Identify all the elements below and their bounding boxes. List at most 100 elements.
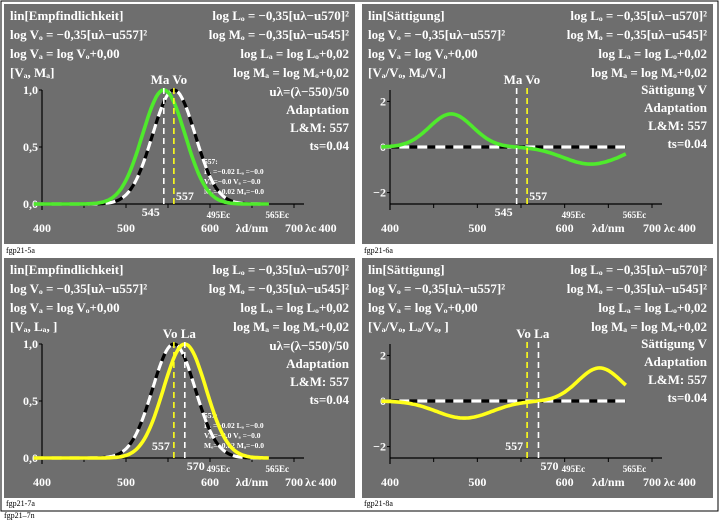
header-left-line: lin[Empfindlichkeit] (10, 8, 123, 23)
header-right-line: log Mₐ = log Mₒ+0,02 (591, 319, 707, 334)
y-tick-label: 1,0 (23, 337, 38, 351)
header-right-line: log Mₐ = log Mₒ+0,02 (233, 319, 349, 334)
header-right-line: log Lₒ = −0,35[uλ−u570]² (570, 262, 707, 277)
adaptation-line: L&M: 557 (648, 372, 707, 387)
x-axis-label-2: λc (664, 475, 676, 489)
adaptation-line: Sättigung V (641, 336, 707, 351)
x-tick-label: 600 (201, 475, 219, 489)
x-axis-label-2: λc (305, 475, 317, 489)
header-right-line: log Mₒ = −0,35[uλ−u545]² (567, 281, 707, 296)
header-right-line: uλ=(λ−550)/50 (269, 84, 349, 99)
ec-label: 495Ec (207, 464, 231, 474)
x-tick-label: 600 (556, 221, 574, 235)
ec-label: 495Ec (562, 464, 586, 474)
chart-panel-fgp21-5a: lin[Empfindlichkeit] log Vₒ = −0,35[uλ−u5… (4, 4, 355, 244)
figure-footer: fgp21–7n (4, 511, 35, 520)
adaptation-line: L&M: 557 (290, 120, 349, 135)
header-left-line: [Vₐ, Mₐ] (10, 65, 54, 80)
x-tick-label: 400 (381, 475, 399, 489)
header-left-line: [Vₐ/Vₒ, Lₐ/Vₒ, ] (368, 319, 449, 334)
x-axis-label-2: λc (664, 221, 676, 235)
adaptation-line: ts=0.04 (309, 138, 349, 153)
marker-label: 545 (495, 205, 513, 219)
adaptation-line: Adaptation (644, 100, 708, 115)
small-table-line: Mₒ=−0.02 Mₐ=−0.0 (204, 441, 264, 450)
header-left-line: log Vₒ = −0,35[uλ−u557]² (368, 281, 505, 296)
adaptation-line: ts=0.04 (667, 390, 707, 405)
x-axis-label: λd/nm (592, 475, 625, 489)
small-table-line: Mₒ=−0.02 Mₐ=−0.0 (204, 187, 264, 196)
chart-panel-fgp21-7a: lin[Empfindlichkeit] log Vₒ = −0,35[uλ−u5… (4, 258, 355, 498)
x-tick-label: 700 (285, 475, 303, 489)
adaptation-line: L&M: 557 (648, 118, 707, 133)
x-tick-label: 400 (33, 475, 51, 489)
marker-label: 557 (152, 439, 170, 453)
y-tick-label: 0,0 (23, 451, 38, 465)
ec-label: 565Ec (623, 210, 647, 220)
header-left-line: log Vₐ = log Vₒ+0,00 (368, 46, 478, 61)
x-tick-label: 400 (319, 221, 337, 235)
x-tick-label: 400 (33, 221, 51, 235)
x-tick-label: 500 (468, 221, 486, 235)
y-tick-label: 1,0 (23, 83, 38, 97)
header-right-line: log Lₐ = log Lₒ+0,02 (598, 46, 707, 61)
header-right-line: log Mₒ = −0,35[uλ−u545]² (209, 281, 349, 296)
header-left-line: log Vₐ = log Vₒ+0,00 (10, 300, 120, 315)
small-table-line: Vₒ =−0.0 Vₐ =−0.0 (204, 177, 261, 186)
series-line-1 (33, 88, 269, 206)
header-left-line: log Vₒ = −0,35[uλ−u557]² (10, 27, 147, 42)
header-right-line: log Mₐ = log Mₒ+0,02 (591, 65, 707, 80)
x-tick-label: 500 (468, 475, 486, 489)
x-tick-label: 500 (117, 475, 135, 489)
x-tick-label: 400 (678, 221, 696, 235)
adaptation-line: Sättigung V (641, 82, 707, 97)
marker-label: 557 (505, 439, 523, 453)
header-left-line: [Vₐ/Vₒ, Mₐ/Vₒ] (368, 65, 446, 80)
y-tick-label: 0,5 (23, 394, 38, 408)
x-tick-label: 400 (678, 475, 696, 489)
y-tick-label: 2 (380, 94, 386, 108)
x-tick-label: 600 (556, 475, 574, 489)
x-tick-label: 700 (643, 475, 661, 489)
y-tick-label: −2 (373, 186, 386, 200)
header-right-line: log Lₒ = −0,35[uλ−u570]² (570, 8, 707, 23)
header-left-line: lin[Sättigung] (368, 8, 445, 23)
y-tick-label: 0,0 (23, 197, 38, 211)
header-right-line: uλ=(λ−550)/50 (269, 338, 349, 353)
x-axis-label: λd/nm (592, 221, 625, 235)
adaptation-line: ts=0.04 (667, 136, 707, 151)
chart-panel-fgp21-8a: lin[Sättigung] log Vₒ = −0,35[uλ−u557]² lo… (362, 258, 713, 498)
header-left-line: [Vₐ, Lₐ, ] (10, 319, 57, 334)
header-left-line: log Vₐ = log Vₒ+0,00 (10, 46, 120, 61)
x-axis-label-2: λc (305, 221, 317, 235)
peak-label: Vo La (516, 326, 550, 341)
series-line-1 (33, 342, 269, 460)
ec-label: 565Ec (265, 464, 289, 474)
header-right-line: log Lₒ = −0,35[uλ−u570]² (212, 8, 349, 23)
marker-label: 545 (142, 205, 160, 219)
small-table-line: 557: (204, 411, 218, 420)
ec-label: 495Ec (562, 210, 586, 220)
panel-caption: fgp21-6a (364, 246, 393, 255)
header-right-line: log Lₐ = log Lₒ+0,02 (240, 46, 349, 61)
series-line-1 (381, 112, 627, 166)
peak-label: Ma Vo (151, 72, 187, 87)
marker-label: 557 (176, 189, 194, 203)
header-right-line: log Lₐ = log Lₒ+0,02 (240, 300, 349, 315)
y-tick-label: 0,5 (23, 140, 38, 154)
panel-caption: fgp21-7a (6, 499, 35, 508)
peak-label: Ma Vo (504, 72, 540, 87)
header-left-line: log Vₐ = log Vₒ+0,00 (368, 300, 478, 315)
y-tick-label: −2 (373, 440, 386, 454)
marker-label: 570 (187, 459, 205, 473)
small-table-line: 557: (204, 157, 218, 166)
marker-label: 557 (529, 189, 547, 203)
x-axis-label: λd/nm (236, 475, 269, 489)
header-right-line: log Mₒ = −0,35[uλ−u545]² (209, 27, 349, 42)
header-left-line: lin[Sättigung] (368, 262, 445, 277)
small-table-line: Lₒ =−0.02 Lₐ =−0.0 (204, 167, 264, 176)
x-axis-label: λd/nm (236, 221, 269, 235)
x-tick-label: 600 (201, 221, 219, 235)
